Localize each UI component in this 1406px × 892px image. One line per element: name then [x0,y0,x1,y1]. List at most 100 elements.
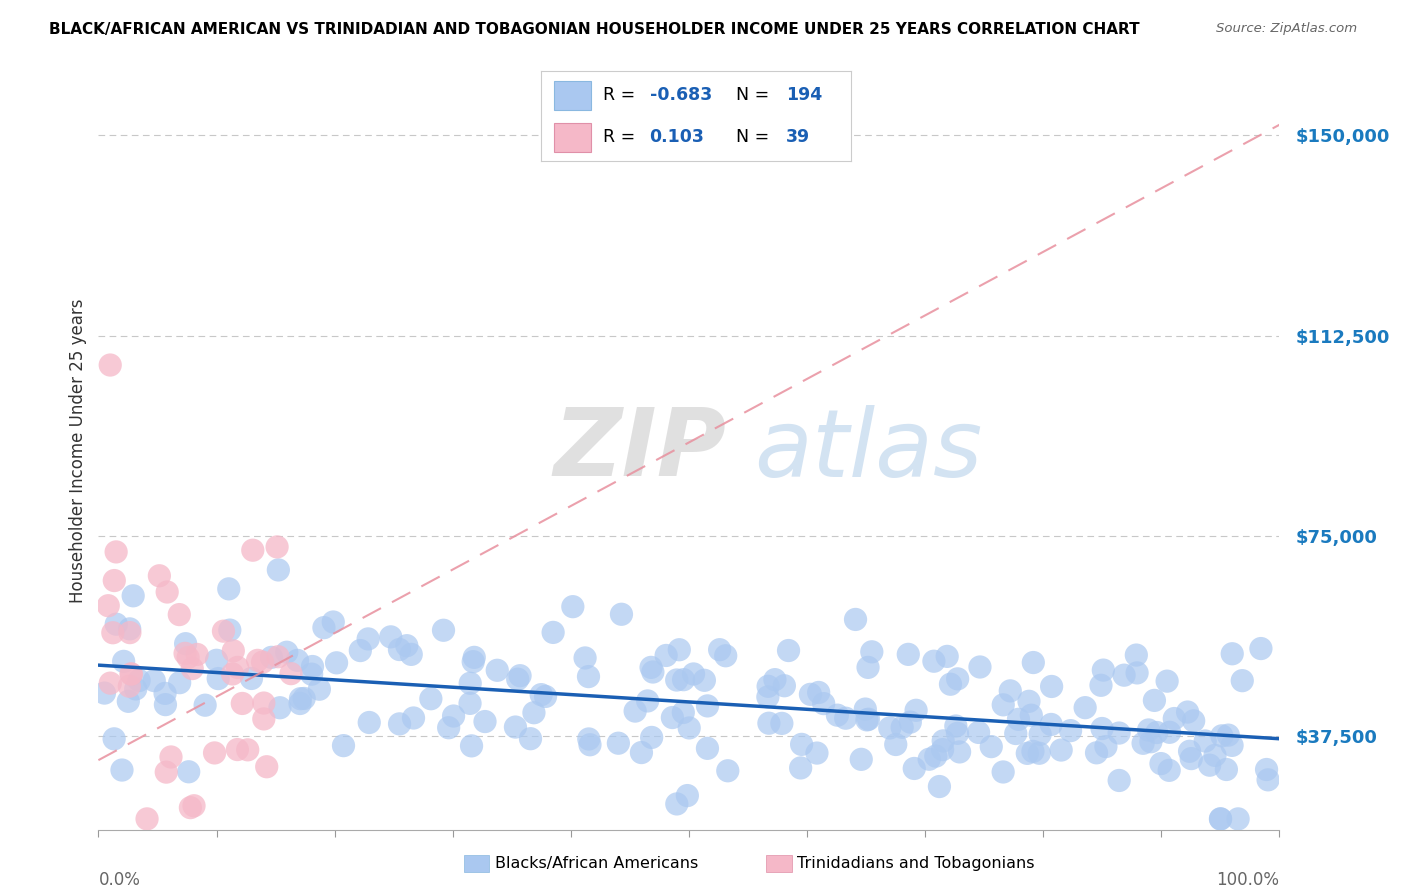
Point [1004,726,1026,740]
Point [181,662,204,676]
Point [1156,674,1178,689]
Point [932,734,955,748]
Text: R =: R = [603,86,641,104]
Point [879,721,901,735]
Point [578,670,600,684]
Point [112,654,135,668]
Point [443,709,465,723]
Point [290,691,312,706]
Point [1114,668,1136,682]
Point [891,720,914,734]
Point [1218,728,1240,742]
Point [1250,641,1272,656]
Point [672,706,695,720]
Point [276,645,298,659]
Point [665,797,688,811]
Point [561,599,583,614]
Point [252,655,274,669]
Point [204,746,226,760]
Point [1215,763,1237,777]
Point [93,686,115,700]
Point [1090,678,1112,692]
Point [1059,723,1081,738]
Text: 0.103: 0.103 [650,128,704,146]
Point [717,764,740,778]
Point [1177,705,1199,719]
Point [226,660,249,674]
Point [661,710,683,724]
Point [799,687,821,701]
Point [97,599,120,613]
Point [325,656,347,670]
Text: 194: 194 [786,86,823,104]
Point [898,715,921,730]
Point [460,739,482,753]
Point [458,697,481,711]
Point [98,358,121,372]
Point [509,669,531,683]
Point [205,653,228,667]
Point [117,694,139,708]
Point [676,789,699,803]
Point [260,650,283,665]
Point [945,719,967,733]
Point [474,714,496,729]
Point [1220,739,1243,753]
Point [856,713,879,727]
Point [991,764,1014,779]
Point [856,660,879,674]
Point [399,648,422,662]
Point [253,712,276,726]
Point [1180,751,1202,765]
Point [756,690,779,704]
Point [332,739,354,753]
Point [969,660,991,674]
Point [1140,735,1163,749]
FancyBboxPatch shape [554,123,591,152]
Point [160,750,183,764]
Point [218,582,240,596]
Point [1095,739,1118,754]
Point [118,625,141,640]
Text: Trinidadians and Tobagonians: Trinidadians and Tobagonians [797,856,1035,871]
Point [1211,729,1233,743]
Point [993,698,1015,712]
Point [1040,680,1063,694]
Point [388,717,411,731]
Point [155,765,177,780]
Point [770,716,793,731]
Point [256,760,278,774]
Point [1028,746,1050,760]
Point [458,676,481,690]
Point [218,623,240,637]
Point [105,617,128,632]
Text: 0.0%: 0.0% [98,871,141,889]
Point [655,648,678,663]
Point [967,725,990,739]
Point [1029,727,1052,741]
Point [118,622,141,636]
Point [530,688,553,702]
Point [607,736,630,750]
Point [641,665,664,679]
Point [1137,723,1160,737]
Point [534,690,557,704]
Text: N =: N = [737,128,775,146]
Point [253,696,276,710]
Point [1198,758,1220,772]
Point [928,780,950,794]
Point [98,676,121,690]
Point [301,659,323,673]
Point [125,681,148,696]
Point [1022,744,1045,758]
Text: -0.683: -0.683 [650,86,711,104]
Point [1204,748,1226,763]
Point [177,764,200,779]
Point [813,697,835,711]
Point [579,738,602,752]
Point [844,612,866,626]
Point [463,650,485,665]
Point [931,742,953,756]
Point [174,637,197,651]
Point [280,666,302,681]
